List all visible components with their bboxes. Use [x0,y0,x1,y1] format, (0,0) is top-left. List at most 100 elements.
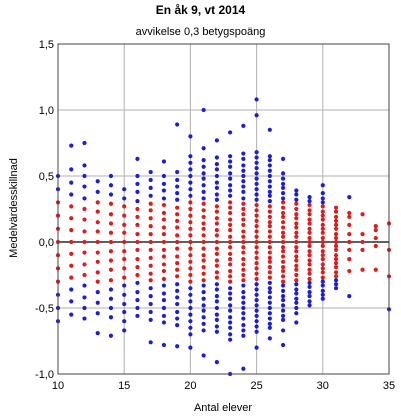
point-outside-threshold [294,192,299,197]
point-within-threshold [241,239,246,245]
point-outside-threshold [267,316,272,321]
chart-title: En åk 9, vt 2014 [155,3,246,17]
point-outside-threshold [280,171,286,176]
point-outside-threshold [148,169,153,175]
point-within-threshold [294,267,299,272]
point-within-threshold [254,245,259,250]
point-within-threshold [333,261,339,266]
point-outside-threshold [108,305,114,311]
point-within-threshold [254,218,259,223]
point-outside-threshold [148,340,153,345]
point-within-threshold [69,239,74,245]
point-outside-threshold [294,320,299,325]
point-within-threshold [241,257,246,262]
point-within-threshold [122,266,127,271]
point-outside-threshold [333,286,339,291]
point-outside-threshold [148,294,153,299]
point-within-threshold [360,239,365,245]
point-within-threshold [267,220,272,225]
point-within-threshold [294,216,299,221]
point-within-threshold [280,210,286,216]
point-outside-threshold [108,173,114,179]
point-outside-threshold [135,290,140,295]
y-tick-label: 1,0 [39,105,54,117]
point-outside-threshold [228,332,233,337]
point-outside-threshold [254,308,259,313]
point-outside-threshold [122,319,127,324]
point-within-threshold [228,279,233,284]
point-outside-threshold [148,309,153,315]
x-tick-label: 15 [118,380,130,392]
y-tick-labels: -1,0 -0,5 0,0 0,5 1,0 1,5 [35,39,54,381]
point-outside-threshold [188,299,193,304]
point-within-threshold [254,213,259,218]
point-outside-threshold [161,173,167,179]
point-within-threshold [108,249,114,254]
point-within-threshold [95,250,100,255]
point-within-threshold [280,234,286,239]
point-within-threshold [228,274,233,279]
point-within-threshold [201,221,206,226]
point-outside-threshold [201,158,206,163]
point-within-threshold [108,221,114,226]
point-outside-threshold [214,299,219,304]
point-within-threshold [254,266,259,271]
point-within-threshold [307,271,312,276]
point-within-threshold [82,272,87,278]
point-within-threshold [254,208,259,213]
point-within-threshold [188,266,193,271]
point-outside-threshold [122,328,127,333]
point-within-threshold [188,200,193,205]
x-tick-label: 25 [250,380,262,392]
point-within-threshold [135,206,140,212]
point-within-threshold [307,212,312,217]
point-outside-threshold [228,171,233,176]
point-within-threshold [294,254,299,259]
point-within-threshold [347,231,352,237]
point-outside-threshold [280,313,286,319]
point-outside-threshold [201,164,206,169]
point-within-threshold [280,254,286,259]
grid-lines [57,43,390,375]
point-within-threshold [188,272,193,278]
point-within-threshold [69,228,74,233]
point-outside-threshold [82,283,87,288]
point-within-threshold [333,231,339,237]
point-outside-threshold [267,290,272,295]
point-within-threshold [188,253,193,258]
point-outside-threshold [188,319,193,324]
point-outside-threshold [135,280,140,286]
point-outside-threshold [214,305,219,311]
point-within-threshold [254,255,259,260]
point-within-threshold [347,257,352,262]
point-outside-threshold [188,305,193,311]
point-outside-threshold [188,180,193,185]
point-outside-threshold [175,344,180,349]
point-outside-threshold [228,291,233,296]
point-within-threshold [188,220,193,225]
point-outside-threshold [135,156,140,161]
point-within-threshold [254,276,259,282]
point-outside-threshold [228,320,233,325]
point-within-threshold [333,247,339,253]
point-within-threshold [95,229,100,234]
point-outside-threshold [175,288,180,293]
point-outside-threshold [307,294,312,299]
point-outside-threshold [175,316,180,321]
point-outside-threshold [254,171,259,176]
point-outside-threshold [320,279,325,284]
point-outside-threshold [228,296,233,301]
point-within-threshold [82,206,87,212]
point-within-threshold [108,201,114,206]
point-within-threshold [267,245,272,250]
point-within-threshold [214,209,219,214]
point-within-threshold [333,226,339,231]
point-within-threshold [95,259,100,264]
point-outside-threshold [241,366,246,371]
point-outside-threshold [82,163,87,168]
point-outside-threshold [267,305,272,311]
point-within-threshold [161,239,167,245]
point-outside-threshold [161,320,167,325]
point-within-threshold [241,222,246,227]
point-outside-threshold [228,308,233,313]
